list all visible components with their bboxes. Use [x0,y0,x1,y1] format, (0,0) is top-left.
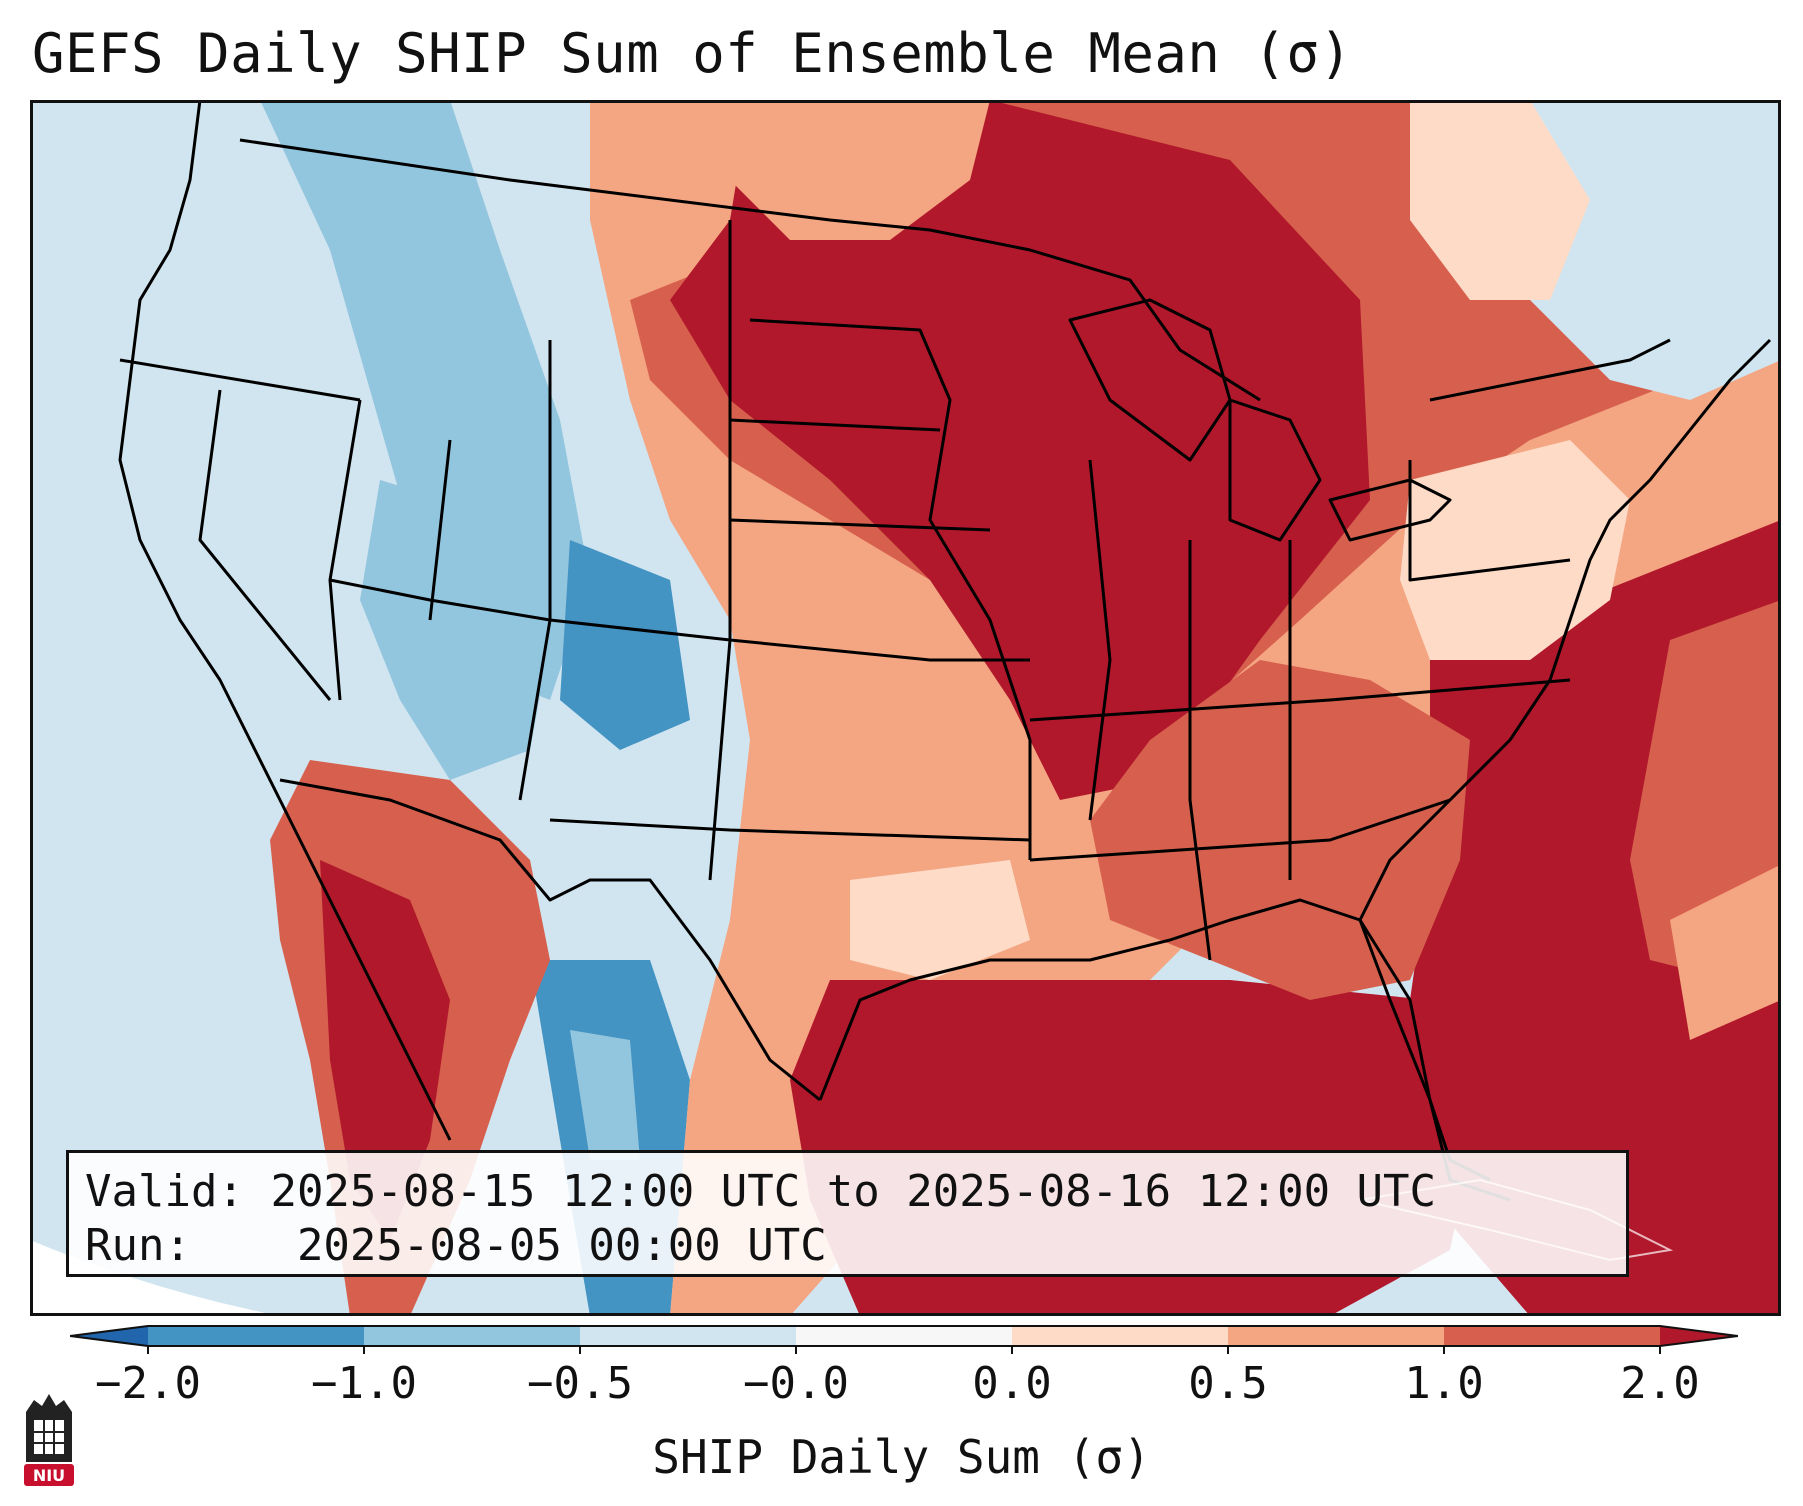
field-newengland-blue [1530,100,1781,400]
colorbar-segment [1228,1326,1445,1346]
valid-value: 2025-08-15 12:00 UTC to 2025-08-16 12:00… [270,1166,1437,1217]
niu-tower-logo-icon: NIU [24,1394,74,1486]
colorbar-segment [1012,1326,1229,1346]
projection-edge [30,1240,280,1316]
colorbar-segment [1444,1326,1661,1346]
field-canada-orange [730,100,990,240]
colorbar-graphic: −2.0 −1.0 −0.5 −0.0 0.0 0.5 1.0 2.0 [69,1325,1739,1409]
state-line [518,340,552,801]
lake-michigan-huron [1228,398,1322,542]
map-border [30,100,1781,1316]
boundary-lines [118,100,1772,1202]
colorbar-tick-label: 2.0 [1620,1358,1699,1406]
us-canada-border [239,138,1261,402]
state-line [329,578,1030,662]
colorbar-tick-label: 0.0 [972,1358,1051,1406]
map-panel [30,100,1781,1316]
state-line [549,818,1031,842]
state-line [1029,678,1571,722]
niu-logo: NIU [20,1392,78,1488]
state-line [708,220,732,881]
colorbar-segment [580,1326,797,1346]
field-southeast-red [1090,660,1470,1000]
state-line [1188,540,1212,961]
colorbar-label: SHIP Daily Sum (σ) [652,1430,1151,1484]
field-northeast-light [1400,440,1630,660]
state-line [729,518,991,532]
colorbar-tick-label: 0.5 [1188,1358,1267,1406]
colorbar-tick-label: −0.0 [743,1358,849,1406]
ship-anomaly-map [30,100,1781,1316]
colorbar-tick-label: 1.0 [1404,1358,1483,1406]
lake-superior-michigan [1068,298,1232,462]
field-mexico-light-blue [570,1030,640,1160]
field-colorado-blue [560,540,690,750]
atlantic-coastline [1358,338,1772,921]
colorbar-extend-high [1660,1326,1738,1346]
run-value: 2025-08-05 00:00 UTC [296,1220,827,1271]
state-line [198,389,332,701]
lake-erie [1328,478,1452,542]
state-line [1029,798,1451,862]
state-line [1429,338,1671,402]
field-baja-darkred [320,860,450,1240]
run-label: Run: [85,1220,191,1271]
pacific-coastline [118,100,452,1141]
state-line [729,418,941,432]
field-atlantic-orange [1670,864,1781,1040]
field-texas-light [850,860,1030,980]
colorbar-segment [148,1326,365,1346]
field-quebec-light [1410,100,1590,300]
map-title: GEFS Daily SHIP Sum of Ensemble Mean (σ) [32,22,1353,85]
colorbar-tick-label: −0.5 [527,1358,633,1406]
state-line [1408,460,1571,582]
state-line [749,318,1032,860]
logo-text: NIU [33,1466,65,1485]
field-midwest-darkred [670,100,1370,800]
colorbar-segment [796,1326,1013,1346]
state-line [1088,459,1112,821]
colorbar-extend-low [70,1326,148,1346]
us-mexico-border [279,778,821,1102]
colorbar-segment [364,1326,581,1346]
state-line [119,358,361,402]
colorbar: −2.0 −1.0 −0.5 −0.0 0.0 0.5 1.0 2.0 [69,1318,1739,1409]
state-line [428,439,452,621]
colorbar-tick-label: −1.0 [311,1358,417,1406]
field-greatbasin-blue [360,480,550,780]
valid-run-info-box: Valid: 2025-08-15 12:00 UTC to 2025-08-1… [66,1150,1629,1277]
valid-label: Valid: [85,1166,244,1217]
colorbar-tick-label: −2.0 [95,1358,201,1406]
